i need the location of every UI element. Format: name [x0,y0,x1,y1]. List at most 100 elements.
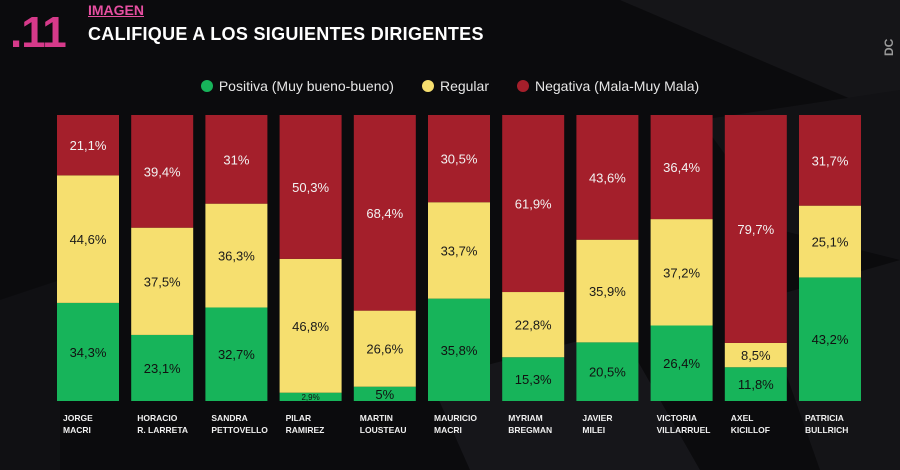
data-label-regular: 44,6% [70,232,107,247]
data-label-positiva: 5% [375,387,394,402]
brand-logo: DC [882,38,896,56]
category-label: HORACIO [137,413,178,423]
category-label: MAURICIO [434,413,477,423]
bar-segment-regular [279,258,342,393]
data-label-positiva: 20,5% [589,365,626,380]
data-label-regular: 35,9% [589,284,626,299]
data-label-regular: 8,5% [741,348,771,363]
bar-segment-regular [724,342,787,368]
bar-segment-negativa [650,115,713,220]
slide-number: .11 [10,8,67,57]
bar-segment-positiva [131,334,194,401]
data-label-regular: 33,7% [441,243,478,258]
data-label-negativa: 36,4% [663,160,700,175]
legend-dot-negativa [516,80,529,92]
category-label: SANDRA [211,413,247,423]
category-label: MYRIAM [508,413,542,423]
bar-segment-negativa [131,115,194,228]
data-label-regular: 46,8% [292,319,329,334]
data-label-positiva: 34,3% [70,345,107,360]
bar-segment-positiva [799,277,861,401]
data-label-negativa: 61,9% [515,197,552,212]
legend-label-regular: Regular [439,78,489,94]
legend: Positiva (Muy bueno-bueno) Regular Negat… [0,78,900,94]
legend-dot-regular [421,80,434,92]
legend-label-positiva: Positiva (Muy bueno-bueno) [218,78,394,94]
category-label: MARTIN [360,413,393,423]
category-label: RAMIREZ [286,425,325,435]
category-label: JORGE [63,413,93,423]
data-label-negativa: 31% [223,152,249,167]
bar-segment-regular [131,227,194,335]
data-label-regular: 37,2% [663,265,700,280]
data-label-negativa: 31,7% [812,153,849,168]
legend-dot-positiva [200,80,213,92]
category-label: R. LARRETA [137,425,188,435]
data-label-positiva: 11,8% [738,377,774,392]
bar-segment-positiva [428,298,490,401]
data-label-negativa: 39,4% [144,164,181,179]
bar-segment-positiva [650,325,713,401]
data-label-positiva: 2,9% [301,393,319,402]
bar-segment-positiva [576,342,639,401]
data-label-positiva: 15,3% [515,372,552,387]
bar-segment-negativa [279,115,342,259]
category-label: KICILLOF [731,425,770,435]
legend-item-negativa: Negativa (Mala-Muy Mala) [516,78,700,94]
data-label-positiva: 32,7% [218,347,255,362]
bar-segment-regular [650,219,713,326]
data-label-positiva: 43,2% [812,332,849,347]
category-label: AXEL [731,413,754,423]
category-label: LOUSTEAU [360,425,407,435]
category-label: MACRI [434,425,462,435]
data-label-negativa: 43,6% [589,170,626,185]
category-label: JAVIER [582,413,612,423]
bar-segment-regular [799,205,861,278]
bar-segment-negativa [205,115,268,204]
bar-segment-negativa [576,115,639,240]
bar-segment-positiva [279,392,342,401]
data-label-regular: 25,1% [812,235,849,250]
data-label-negativa: 79,7% [737,222,774,237]
bar-segment-positiva [353,386,416,401]
bar-segment-regular [353,310,416,387]
bar-segment-positiva [724,367,787,401]
data-label-positiva: 26,4% [663,356,700,371]
legend-label-negativa: Negativa (Mala-Muy Mala) [534,78,700,94]
data-label-negativa: 30,5% [441,152,478,167]
bar-segment-negativa [353,115,416,311]
bar-segment-negativa [428,115,490,203]
category-label: PETTOVELLO [211,425,268,435]
bar-segment-regular [428,202,490,299]
section-kicker: IMAGEN [88,2,144,18]
bar-segment-negativa [502,115,565,293]
data-label-positiva: 23,1% [144,361,181,376]
category-label: VILLARRUEL [657,425,711,435]
data-label-regular: 26,6% [366,342,403,357]
data-label-regular: 22,8% [515,318,552,333]
category-label: BULLRICH [805,425,848,435]
data-label-negativa: 68,4% [366,206,403,221]
bar-segment-regular [205,203,268,308]
category-label: PILAR [286,413,312,423]
bar-segment-positiva [57,302,119,401]
bar-segment-positiva [502,357,565,401]
category-label: PATRICIA [805,413,844,423]
bar-segment-negativa [799,115,861,206]
bar-segment-regular [502,292,565,358]
bar-segment-positiva [205,307,268,401]
bar-segment-negativa [724,115,787,343]
category-label: MACRI [63,425,91,435]
bar-segment-regular [57,175,119,303]
category-label: MILEI [582,425,605,435]
data-label-regular: 37,5% [144,274,181,289]
chart-title: CALIFIQUE A LOS SIGUIENTES DIRIGENTES [88,24,484,44]
data-label-negativa: 50,3% [292,180,329,195]
category-label: BREGMAN [508,425,552,435]
data-label-regular: 36,3% [218,249,255,264]
category-label: VICTORIA [657,413,697,423]
legend-item-regular: Regular [421,78,489,94]
bar-segment-negativa [57,115,119,176]
bar-segment-regular [576,239,639,343]
